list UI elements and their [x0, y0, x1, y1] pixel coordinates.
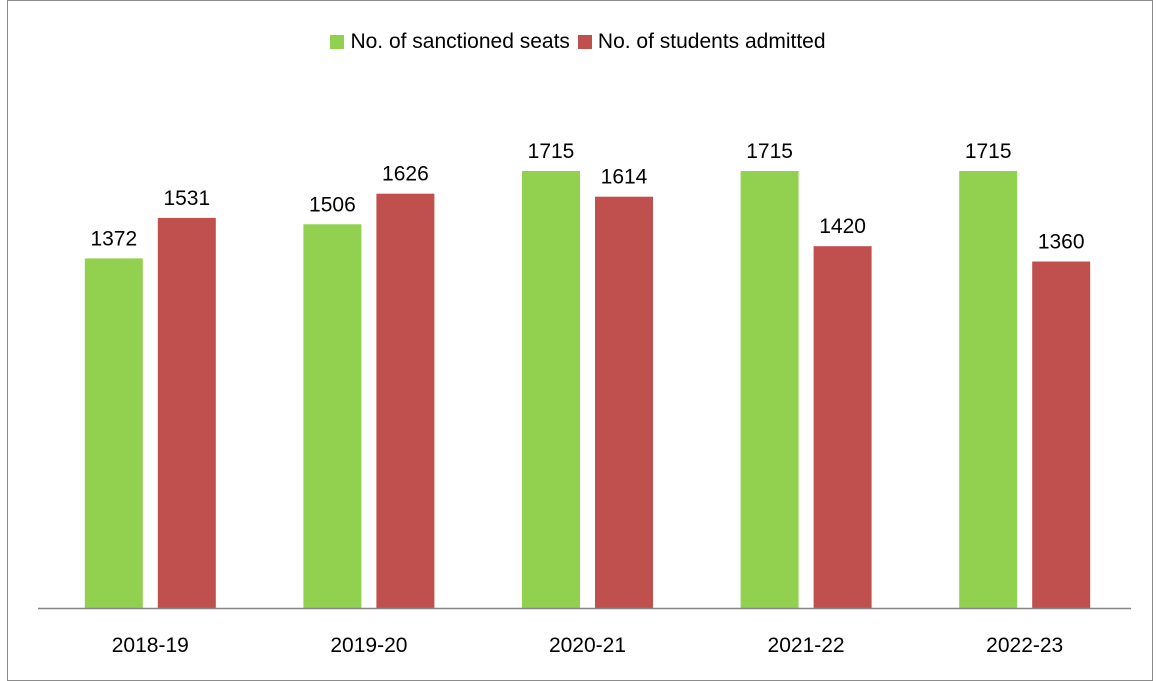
x-tick-label-2022-23: 2022-23: [986, 634, 1063, 657]
x-tick-label-2018-19: 2018-19: [112, 634, 189, 657]
data-label-sanctioned-seats-2019-20: 1506: [309, 193, 356, 216]
data-label-sanctioned-seats-2018-19: 1372: [90, 227, 137, 250]
bar-sanctioned-seats-2021-22: [740, 171, 799, 608]
bar-sanctioned-seats-2019-20: [303, 224, 362, 609]
bar-sanctioned-seats-2022-23: [959, 171, 1018, 608]
data-label-sanctioned-seats-2020-21: 1715: [528, 140, 575, 163]
bar-students-admitted-2019-20: [376, 193, 435, 608]
data-label-sanctioned-seats-2021-22: 1715: [746, 140, 793, 163]
legend-swatch-students-admitted: [577, 35, 592, 49]
legend-item-sanctioned-seats: No. of sanctioned seats: [330, 30, 570, 54]
bar-students-admitted-2022-23: [1032, 261, 1091, 608]
data-label-sanctioned-seats-2022-23: 1715: [965, 140, 1012, 163]
bar-students-admitted-2020-21: [595, 196, 653, 608]
legend-label-sanctioned-seats: No. of sanctioned seats: [350, 30, 570, 53]
chart-legend: No. of sanctioned seats No. of students …: [0, 30, 1156, 54]
bar-students-admitted-2021-22: [813, 246, 872, 608]
data-label-students-admitted-2018-19: 1531: [163, 187, 210, 210]
legend-label-students-admitted: No. of students admitted: [597, 30, 826, 53]
x-tick-label-2019-20: 2019-20: [330, 634, 407, 657]
data-label-students-admitted-2020-21: 1614: [601, 166, 648, 189]
data-label-students-admitted-2022-23: 1360: [1038, 231, 1085, 254]
x-tick-label-2020-21: 2020-21: [549, 634, 626, 657]
data-label-students-admitted-2021-22: 1420: [819, 215, 866, 238]
bar-students-admitted-2018-19: [157, 217, 216, 608]
x-tick-label-2021-22: 2021-22: [768, 634, 845, 657]
data-label-students-admitted-2019-20: 1626: [382, 163, 429, 186]
bar-sanctioned-seats-2018-19: [84, 258, 143, 608]
bar-sanctioned-seats-2020-21: [522, 171, 580, 608]
legend-swatch-sanctioned-seats: [330, 35, 345, 49]
legend-item-students-admitted: No. of students admitted: [577, 30, 826, 54]
